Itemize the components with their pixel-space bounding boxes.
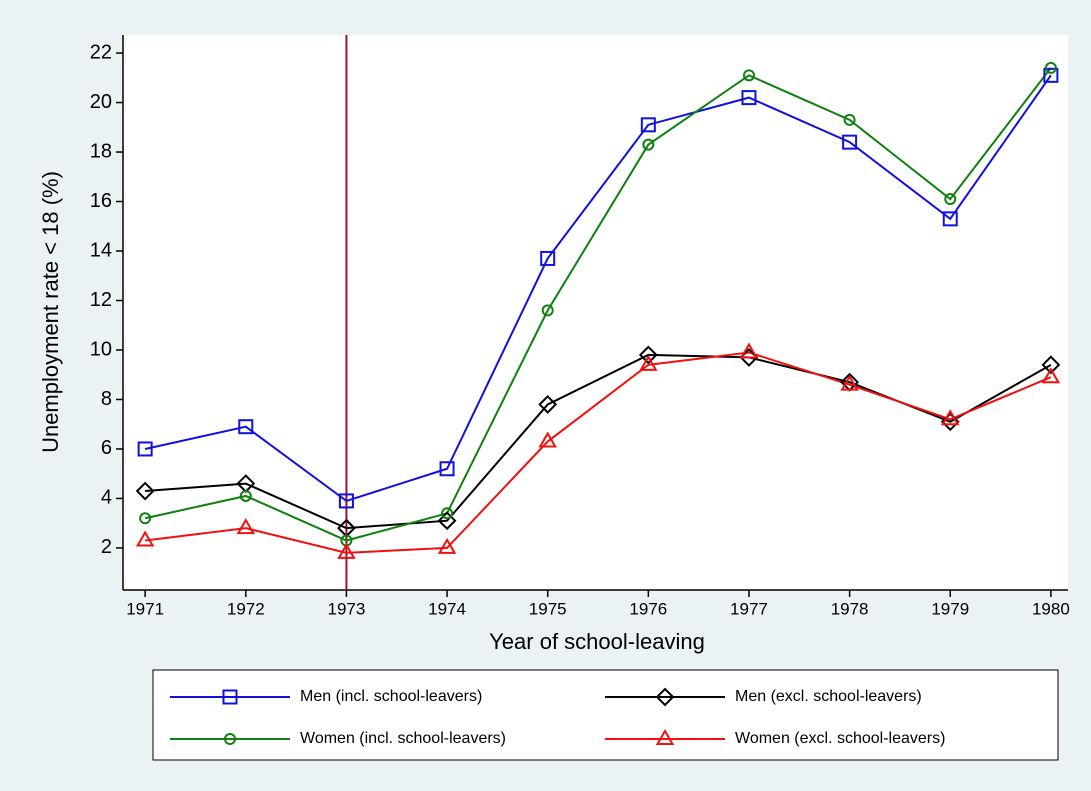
marker xyxy=(441,507,454,520)
marker xyxy=(540,250,556,266)
marker xyxy=(941,409,960,426)
marker xyxy=(1041,355,1061,375)
marker xyxy=(642,138,655,151)
x-tick-label: 1977 xyxy=(730,599,768,618)
marker xyxy=(541,304,554,317)
marker xyxy=(338,493,354,509)
marker xyxy=(639,354,658,371)
legend-marker xyxy=(224,733,236,745)
x-tick-label: 1980 xyxy=(1032,599,1070,618)
legend-marker xyxy=(655,687,675,707)
legend-box xyxy=(152,669,1059,761)
marker xyxy=(843,113,856,126)
marker xyxy=(337,542,356,559)
marker xyxy=(135,530,155,547)
marker xyxy=(944,193,957,206)
x-tick-label: 1972 xyxy=(227,599,265,618)
marker xyxy=(840,374,859,391)
marker xyxy=(238,419,254,435)
x-tick-label: 1974 xyxy=(428,599,466,618)
marker xyxy=(742,69,755,82)
legend-label: Men (incl. school-leavers) xyxy=(300,688,482,705)
x-tick-label: 1978 xyxy=(831,599,869,618)
marker xyxy=(439,461,455,477)
marker xyxy=(1043,67,1059,83)
legend-label: Women (incl. school-leavers) xyxy=(300,730,506,747)
legend-marker xyxy=(222,689,238,705)
y-tick-label: 6 xyxy=(101,437,112,459)
marker xyxy=(640,117,656,133)
x-tick-label: 1973 xyxy=(328,599,366,618)
marker xyxy=(741,90,757,106)
series-line xyxy=(144,74,1052,503)
y-tick-label: 8 xyxy=(101,388,112,410)
marker xyxy=(942,211,958,227)
marker xyxy=(1041,367,1061,384)
y-axis-title: Unemployment rate < 18 (%) xyxy=(38,171,63,453)
x-axis-title: Year of school-leaving xyxy=(489,629,705,654)
y-tick-label: 18 xyxy=(90,140,112,162)
marker xyxy=(538,431,557,448)
legend-marker xyxy=(655,728,675,745)
x-tick-label: 1975 xyxy=(529,599,567,618)
marker xyxy=(842,134,858,150)
series-line xyxy=(145,351,1052,554)
legend-label: Men (excl. school-leavers) xyxy=(735,688,922,705)
y-tick-label: 2 xyxy=(101,536,112,558)
y-tick-label: 14 xyxy=(90,239,112,261)
marker xyxy=(239,489,252,502)
y-tick-label: 20 xyxy=(90,91,112,113)
marker xyxy=(139,512,152,525)
y-tick-label: 22 xyxy=(90,41,112,63)
marker xyxy=(538,395,558,414)
marker xyxy=(236,518,256,535)
y-tick-label: 10 xyxy=(90,338,112,360)
marker xyxy=(135,481,155,501)
marker xyxy=(638,345,658,365)
y-tick-label: 12 xyxy=(90,289,112,311)
series-line xyxy=(144,67,1052,542)
legend-label: Women (excl. school-leavers) xyxy=(735,730,945,747)
marker xyxy=(739,342,759,359)
y-tick-label: 16 xyxy=(90,190,112,212)
x-tick-label: 1971 xyxy=(126,599,164,618)
x-tick-label: 1976 xyxy=(629,599,667,618)
x-tick-label: 1979 xyxy=(931,599,969,618)
y-tick-label: 4 xyxy=(101,487,112,509)
marker xyxy=(437,511,457,531)
marker xyxy=(1044,61,1057,74)
marker xyxy=(137,441,153,457)
marker xyxy=(437,537,457,554)
plot-area xyxy=(123,35,1068,590)
